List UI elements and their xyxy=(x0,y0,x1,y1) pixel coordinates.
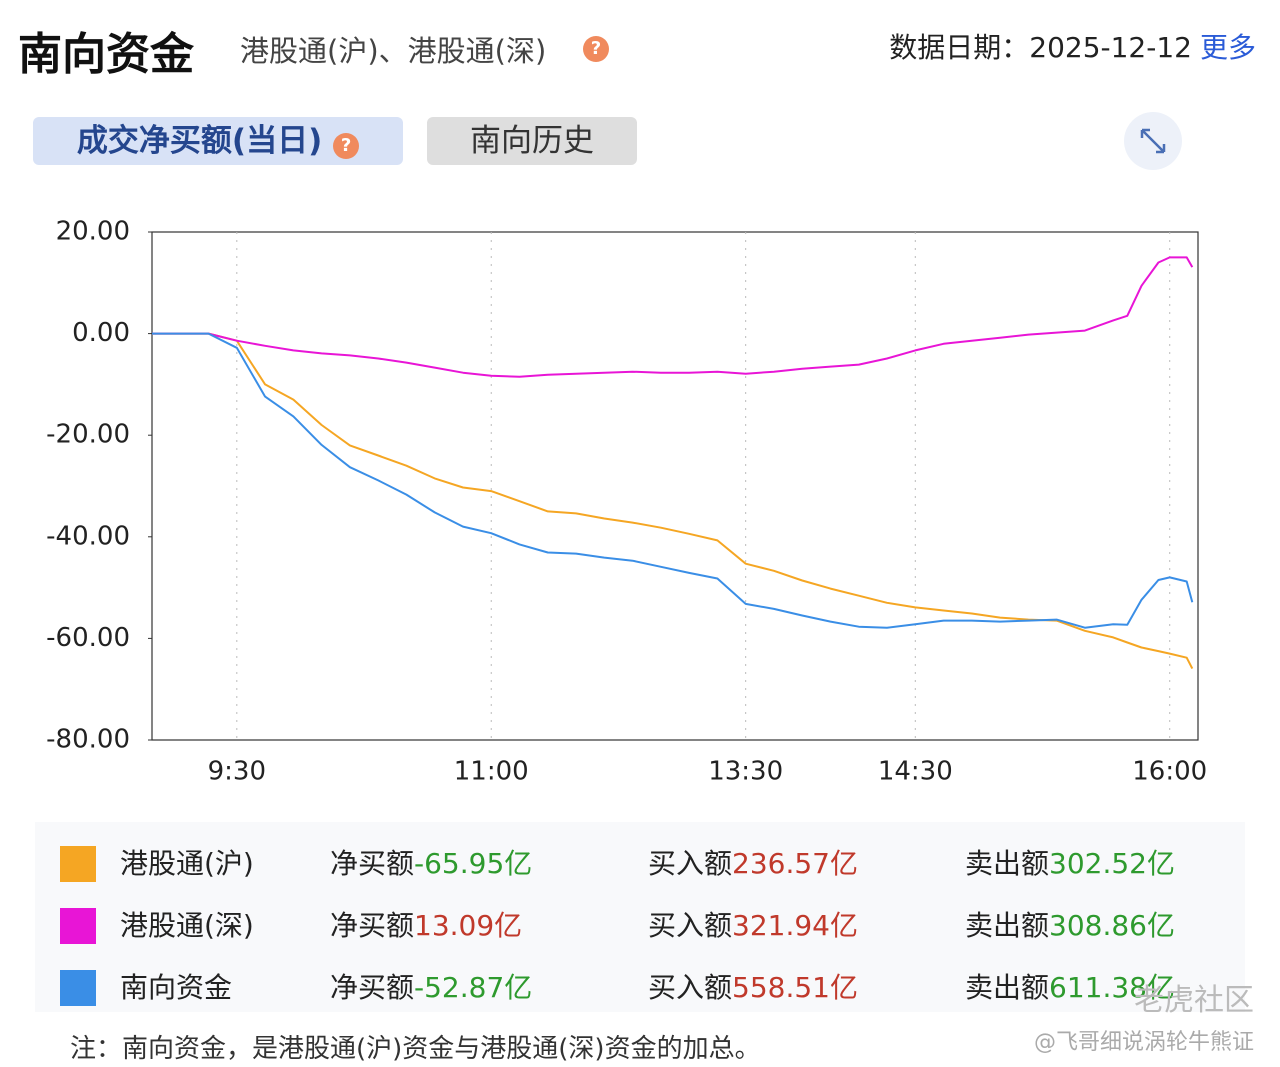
x-tick-label: 14:30 xyxy=(878,757,953,787)
net-label: 净买额 xyxy=(330,847,415,880)
buy-value: 321.94亿 xyxy=(732,909,858,942)
sell-label: 卖出额 xyxy=(965,971,1050,1004)
net-value: -52.87亿 xyxy=(414,971,533,1004)
buy-cell: 买入额558.51亿 xyxy=(648,966,858,1006)
x-tick-label: 13:30 xyxy=(708,757,783,787)
buy-label: 买入额 xyxy=(648,971,733,1004)
y-tick-label: 0.00 xyxy=(72,318,130,348)
more-link[interactable]: 更多 xyxy=(1199,31,1256,64)
legend-label: 港股通(深) xyxy=(120,909,254,942)
tab-label: 成交净买额(当日) xyxy=(76,123,323,159)
net-cell: 净买额-52.87亿 xyxy=(330,966,532,1006)
legend-label: 港股通(沪) xyxy=(120,847,254,880)
note: 注：南向资金，是港股通(沪)资金与港股通(深)资金的加总。 xyxy=(70,1034,761,1064)
sell-label: 卖出额 xyxy=(965,847,1050,880)
chart: 20.00 0.00 -20.00 -40.00 -60.00 -80.00 9:30 11:… xyxy=(46,217,1207,787)
x-tick-label: 16:00 xyxy=(1132,757,1207,787)
series-line xyxy=(152,332,1194,629)
y-tick-label: -80.00 xyxy=(46,725,130,755)
subtitle: 港股通(沪)、港股通(深) xyxy=(240,34,547,68)
y-tick-label: 20.00 xyxy=(56,217,130,247)
net-value: -65.95亿 xyxy=(414,847,533,880)
y-tick-label: -20.00 xyxy=(46,420,130,450)
net-cell: 净买额-65.95亿 xyxy=(330,842,532,882)
help-icon[interactable]: ? xyxy=(333,133,360,159)
y-tick-label: -40.00 xyxy=(46,521,130,551)
summary-row: 港股通(沪) 净买额-65.95亿 买入额236.57亿 卖出额302.52亿 xyxy=(35,828,1245,888)
sell-value: 308.86亿 xyxy=(1049,909,1175,942)
buy-value: 236.57亿 xyxy=(732,847,858,880)
watermark-author: @飞哥细说涡轮牛熊证 xyxy=(1033,1030,1254,1055)
buy-cell: 买入额321.94亿 xyxy=(648,904,858,944)
sell-cell: 卖出额308.86亿 xyxy=(965,904,1175,944)
legend-swatch xyxy=(60,846,96,882)
date-info: 数据日期：2025-12-12 更多 xyxy=(889,26,1256,66)
x-tick-label: 9:30 xyxy=(208,757,266,787)
series-line xyxy=(152,332,1194,670)
net-value: 13.09亿 xyxy=(414,909,523,942)
buy-value: 558.51亿 xyxy=(732,971,858,1004)
series-line xyxy=(152,256,1194,378)
legend-swatch xyxy=(60,908,96,944)
plot-frame xyxy=(151,231,1199,741)
buy-label: 买入额 xyxy=(648,909,733,942)
watermark-brand: 老虎社区 xyxy=(1134,983,1254,1018)
summary-table: 港股通(沪) 净买额-65.95亿 买入额236.57亿 卖出额302.52亿 … xyxy=(35,822,1245,1012)
legend-label: 南向资金 xyxy=(120,971,233,1004)
tab-label: 南向历史 xyxy=(470,123,594,159)
summary-row: 南向资金 净买额-52.87亿 买入额558.51亿 卖出额611.38亿 xyxy=(35,952,1245,1012)
sell-cell: 卖出额302.52亿 xyxy=(965,842,1175,882)
date: 2025-12-12 xyxy=(1029,31,1192,64)
legend-swatch xyxy=(60,970,96,1006)
sell-cell: 卖出额611.38亿 xyxy=(965,966,1175,1006)
sell-label: 卖出额 xyxy=(965,909,1050,942)
sell-value: 611.38亿 xyxy=(1049,971,1175,1004)
buy-label: 买入额 xyxy=(648,847,733,880)
y-tick-label: -60.00 xyxy=(46,623,130,653)
buy-cell: 买入额236.57亿 xyxy=(648,842,858,882)
page-title: 南向资金 xyxy=(18,29,194,80)
net-label: 净买额 xyxy=(330,909,415,942)
help-icon[interactable]: ? xyxy=(583,36,609,62)
tab-active[interactable]: 成交净买额(当日) ? xyxy=(33,117,403,165)
expand-button[interactable] xyxy=(1124,112,1182,170)
net-cell: 净买额13.09亿 xyxy=(330,904,522,944)
summary-row: 港股通(深) 净买额13.09亿 买入额321.94亿 卖出额308.86亿 xyxy=(35,890,1245,950)
date-label: 数据日期： xyxy=(889,31,1030,64)
net-label: 净买额 xyxy=(330,971,415,1004)
tab[interactable]: 南向历史 xyxy=(427,117,637,165)
sell-value: 302.52亿 xyxy=(1049,847,1175,880)
x-tick-label: 11:00 xyxy=(454,757,529,787)
expand-icon xyxy=(1140,128,1166,154)
